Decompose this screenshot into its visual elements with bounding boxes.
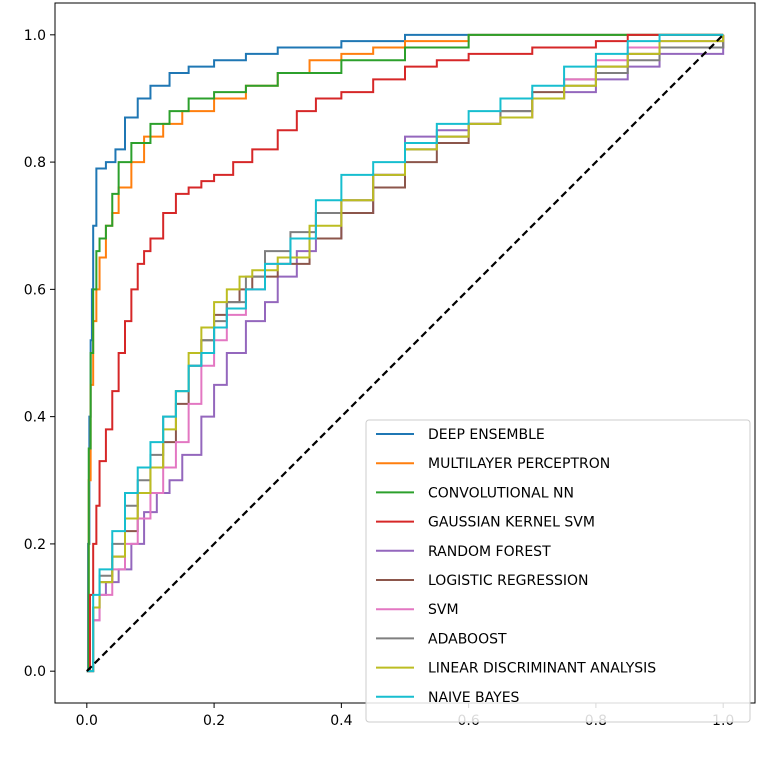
x-tick-label: 0.4 <box>330 713 352 729</box>
legend-label-9: NAIVE BAYES <box>428 690 520 706</box>
chance-diagonal-line <box>86 34 724 672</box>
y-tick-label: 1.0 <box>24 28 46 44</box>
series-line-8 <box>86 34 725 673</box>
legend-label-8: LINEAR DISCRIMINANT ANALYSIS <box>428 661 656 677</box>
legend-label-0: DEEP ENSEMBLE <box>428 427 545 443</box>
y-axis: 0.0 0.2 0.4 0.6 0.8 1.0 <box>24 28 55 680</box>
x-tick-label: 0.0 <box>76 713 98 729</box>
legend-label-6: SVM <box>428 602 459 618</box>
legend: DEEP ENSEMBLE MULTILAYER PERCEPTRON CONVOL… <box>365 419 751 723</box>
series-line-2 <box>86 33 724 673</box>
series-line-0 <box>86 33 724 673</box>
series-line-3 <box>86 33 724 673</box>
y-tick-label: 0.6 <box>24 282 46 298</box>
legend-label-7: ADABOOST <box>428 631 507 647</box>
legend-label-2: CONVOLUTIONAL NN <box>428 485 574 501</box>
y-tick-label: 0.8 <box>24 155 46 171</box>
y-tick-label: 0.2 <box>24 537 46 553</box>
legend-label-5: LOGISTIC REGRESSION <box>428 573 588 589</box>
legend-label-4: RANDOM FOREST <box>428 544 551 560</box>
series-line-9 <box>86 33 724 673</box>
y-tick-label: 0.0 <box>24 664 46 680</box>
series-lines <box>86 33 725 673</box>
series-line-1 <box>86 33 724 673</box>
legend-label-1: MULTILAYER PERCEPTRON <box>428 456 610 472</box>
x-tick-label: 0.2 <box>203 713 225 729</box>
legend-box <box>365 419 751 723</box>
y-tick-label: 0.4 <box>24 410 46 426</box>
legend-label-3: GAUSSIAN KERNEL SVM <box>428 515 595 531</box>
